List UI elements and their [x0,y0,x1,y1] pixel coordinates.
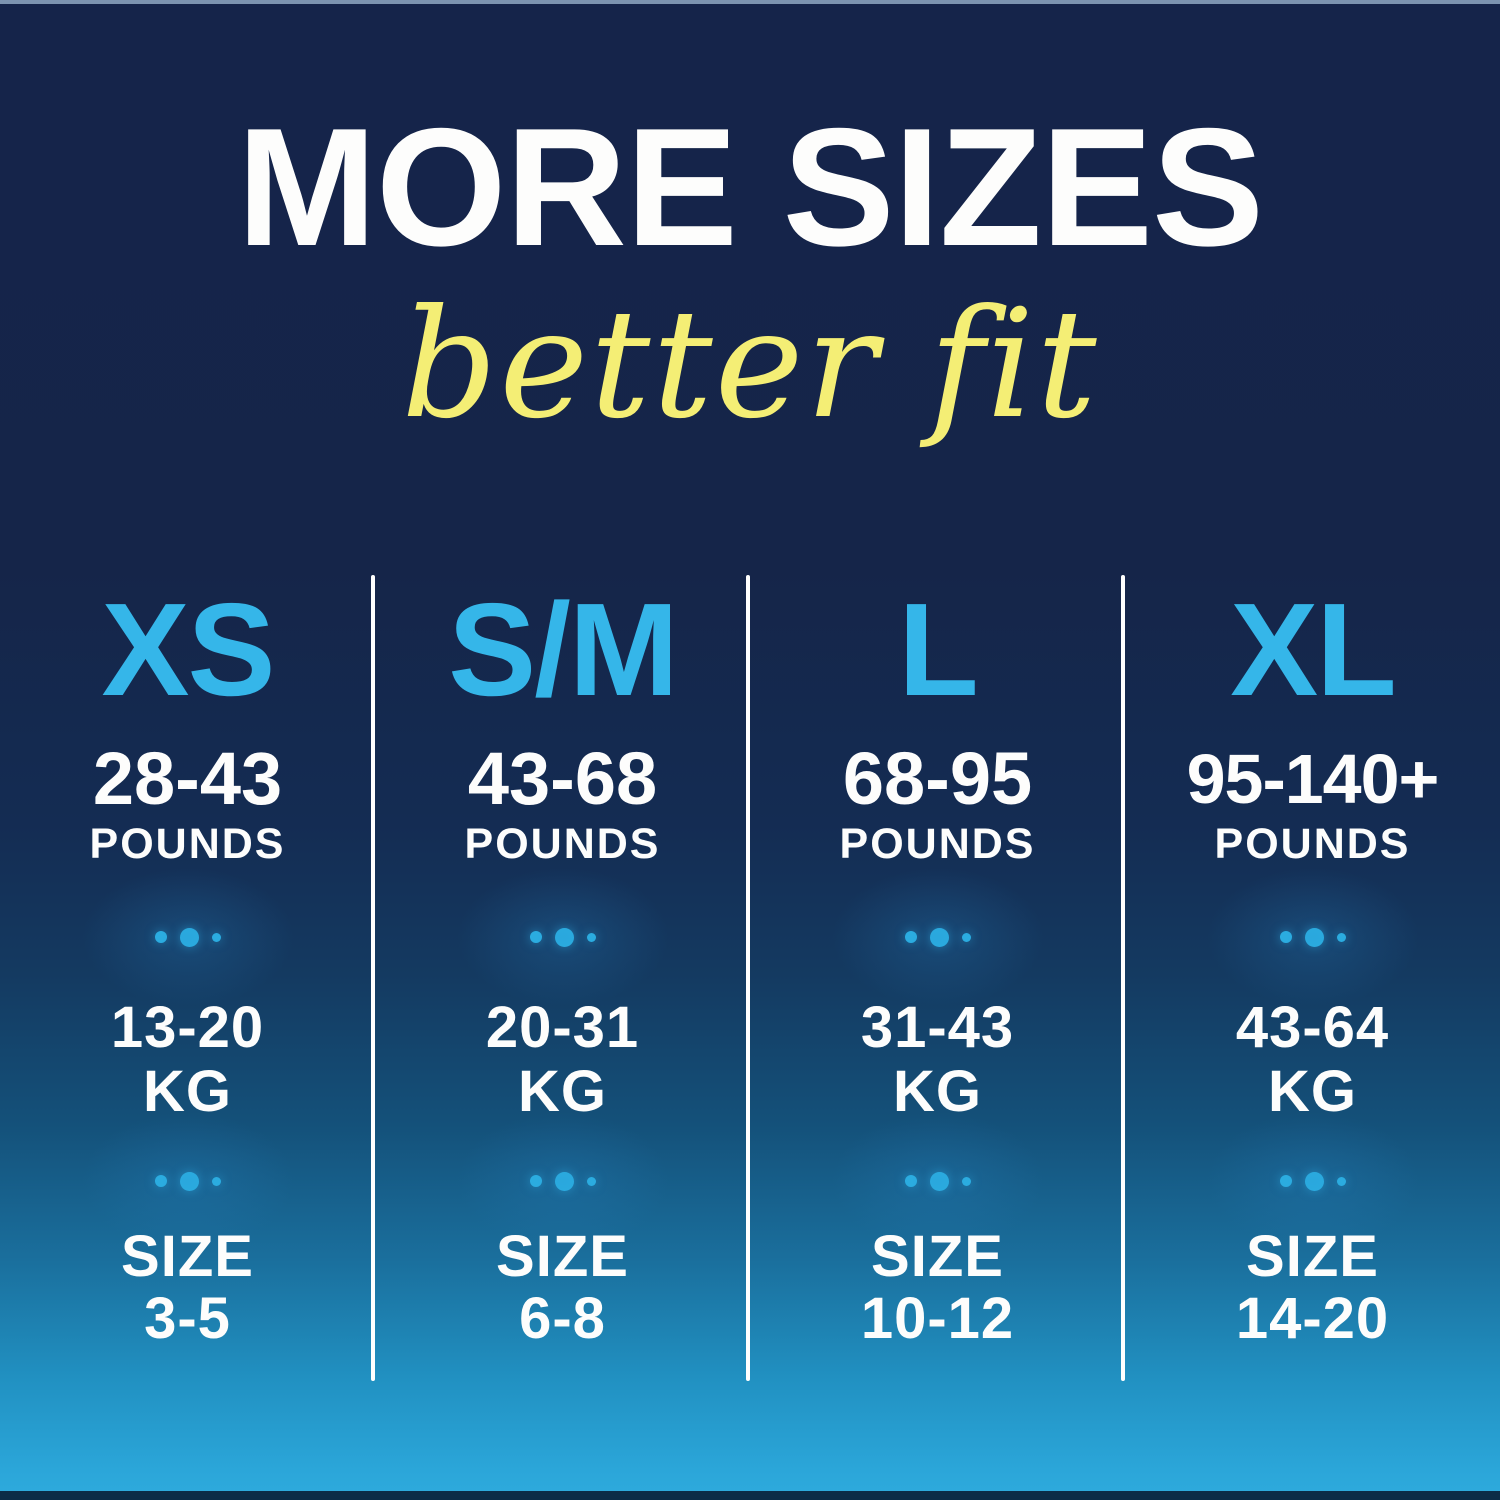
dot-icon [904,931,917,943]
size-label-xl: XL [1230,576,1397,723]
size-word-label: SIZE [121,1224,254,1289]
dot-icon [529,1175,542,1187]
kg-range-block: 43-64 KG [1125,996,1500,1124]
pounds-range: 95-140+ [1186,740,1440,818]
size-label-sm: S/M [448,576,679,723]
dot-icon [1336,932,1346,942]
page-title: MORE SIZES [236,93,1264,281]
kg-range: 13-20 [110,995,265,1060]
column-divider [1121,575,1125,1381]
dot-icon [1279,1175,1292,1187]
kg-unit-label: KG [1268,1059,1357,1124]
pounds-unit-label: POUNDS [839,820,1036,868]
dot-icon [554,1171,574,1191]
clothing-size-block: SIZE 3-5 [0,1226,375,1350]
kg-range-block: 31-43 KG [750,996,1125,1124]
dots-separator [0,1106,375,1256]
dots-separator [375,1106,750,1256]
pounds-unit-label: POUNDS [1214,820,1411,868]
dot-icon [586,932,596,942]
subtitle-script: better fit [401,278,1099,452]
kg-range-block: 20-31 KG [375,996,750,1124]
dot-icon [1304,927,1324,947]
column-divider [371,575,375,1381]
clothing-size-block: SIZE 6-8 [375,1226,750,1350]
dot-icon [211,1176,221,1186]
dot-icon [179,1171,199,1191]
dot-icon [929,927,949,947]
size-range: 6-8 [519,1286,606,1351]
size-column-l: L 68-95 POUNDS 31-43 KG SIZE 10-12 [750,0,1125,1500]
dot-icon [154,1175,167,1187]
dot-icon [586,1176,596,1186]
size-range: 3-5 [144,1286,231,1351]
dots-separator [750,862,1125,1012]
dots-separator [1125,862,1500,1012]
dots-separator [0,862,375,1012]
kg-unit-label: KG [893,1059,982,1124]
column-divider [746,575,750,1381]
pounds-range: 68-95 [842,737,1033,820]
size-label-l: L [898,576,979,723]
dot-icon [211,932,221,942]
top-edge-strip [0,0,1500,4]
size-column-xs: XS 28-43 POUNDS 13-20 KG SIZE 3-5 [0,0,375,1500]
size-word-label: SIZE [871,1224,1004,1289]
dots-separator [375,862,750,1012]
pounds-range: 28-43 [92,737,283,820]
kg-unit-label: KG [143,1059,232,1124]
size-word-label: SIZE [496,1224,629,1289]
size-column-xl: XL 95-140+ POUNDS 43-64 KG SIZE 14-20 [1125,0,1500,1500]
kg-range: 20-31 [485,995,640,1060]
clothing-size-block: SIZE 14-20 [1125,1226,1500,1350]
dot-icon [1279,931,1292,943]
kg-range: 43-64 [1235,995,1390,1060]
size-range: 14-20 [1235,1286,1390,1351]
clothing-size-block: SIZE 10-12 [750,1226,1125,1350]
dot-icon [904,1175,917,1187]
dots-separator [1125,1106,1500,1256]
dot-icon [929,1171,949,1191]
dot-icon [179,927,199,947]
kg-range-block: 13-20 KG [0,996,375,1124]
dot-icon [529,931,542,943]
dot-icon [1336,1176,1346,1186]
dot-icon [961,932,971,942]
pounds-unit-label: POUNDS [464,820,661,868]
dot-icon [1304,1171,1324,1191]
kg-unit-label: KG [518,1059,607,1124]
size-range: 10-12 [860,1286,1015,1351]
dot-icon [554,927,574,947]
dot-icon [154,931,167,943]
dots-separator [750,1106,1125,1256]
size-word-label: SIZE [1246,1224,1379,1289]
pounds-range: 43-68 [467,737,658,820]
size-label-xs: XS [101,576,275,723]
pounds-unit-label: POUNDS [89,820,286,868]
kg-range: 31-43 [860,995,1015,1060]
dot-icon [961,1176,971,1186]
bottom-edge-strip [0,1491,1500,1500]
size-column-sm: S/M 43-68 POUNDS 20-31 KG SIZE 6-8 [375,0,750,1500]
